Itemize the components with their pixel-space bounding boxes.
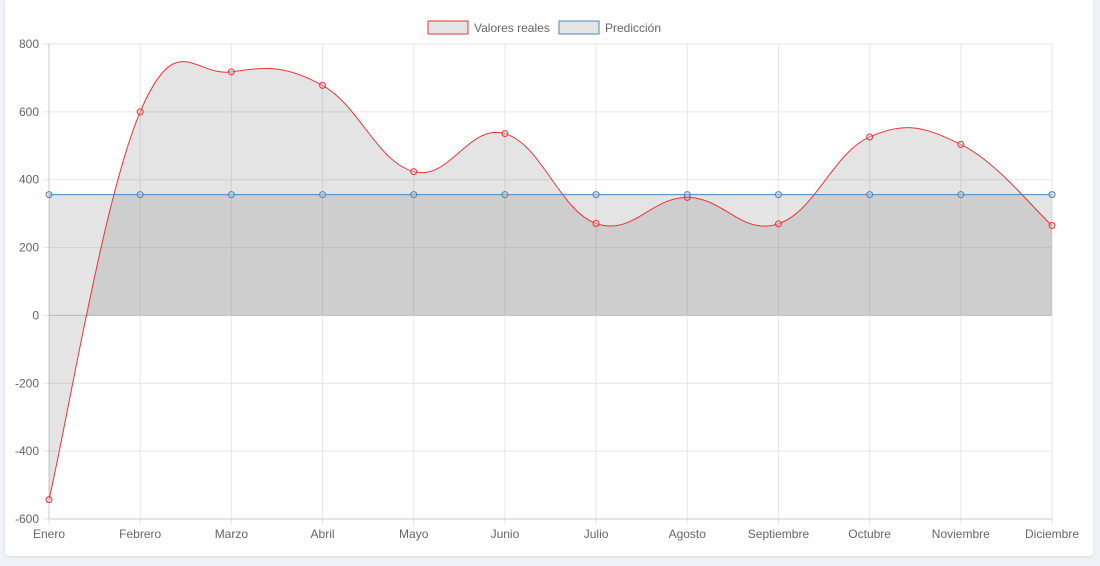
- y-axis: 800 600 400 200 0 -200 -400 -600: [15, 37, 39, 526]
- data-point[interactable]: [592, 219, 600, 227]
- legend-swatch-valores-reales[interactable]: [427, 20, 469, 35]
- data-point[interactable]: [774, 220, 782, 228]
- data-point[interactable]: [774, 191, 782, 199]
- data-point[interactable]: [501, 191, 509, 199]
- data-point[interactable]: [592, 191, 600, 199]
- series-area-1: [49, 194, 1052, 316]
- data-point[interactable]: [410, 191, 418, 199]
- y-tick-label: -600: [15, 512, 39, 526]
- data-point[interactable]: [1048, 191, 1056, 199]
- y-tick-label: 0: [32, 308, 39, 322]
- legend-label-prediccion[interactable]: Predicción: [605, 21, 661, 35]
- x-tick-label: Noviembre: [932, 527, 990, 541]
- series-areas: [49, 61, 1052, 500]
- data-point[interactable]: [501, 130, 509, 138]
- data-point[interactable]: [866, 133, 874, 141]
- x-tick-label: Diciembre: [1025, 527, 1079, 541]
- series-area-0: [49, 61, 1052, 500]
- x-tick-label: Junio: [491, 527, 520, 541]
- data-point[interactable]: [319, 191, 327, 199]
- data-point[interactable]: [319, 81, 327, 89]
- data-point[interactable]: [410, 168, 418, 176]
- x-tick-label: Mayo: [399, 527, 429, 541]
- data-point[interactable]: [136, 191, 144, 199]
- y-tick-label: -400: [15, 444, 39, 458]
- x-tick-label: Agosto: [669, 527, 707, 541]
- legend-swatch-prediccion[interactable]: [558, 20, 600, 35]
- y-tick-label: 400: [19, 173, 39, 187]
- data-point[interactable]: [45, 191, 53, 199]
- x-tick-label: Octubre: [848, 527, 891, 541]
- y-tick-label: -200: [15, 376, 39, 390]
- legend[interactable]: Valores reales Predicción: [427, 20, 661, 35]
- x-tick-label: Julio: [584, 527, 609, 541]
- data-point[interactable]: [136, 108, 144, 116]
- data-point[interactable]: [957, 191, 965, 199]
- x-tick-label: Enero: [33, 527, 65, 541]
- y-tick-label: 800: [19, 37, 39, 51]
- y-tick-label: 200: [19, 241, 39, 255]
- grid: [43, 43, 1053, 525]
- data-point[interactable]: [866, 191, 874, 199]
- data-point[interactable]: [683, 191, 691, 199]
- x-tick-label: Abril: [311, 527, 335, 541]
- x-tick-label: Marzo: [215, 527, 249, 541]
- x-tick-label: Febrero: [119, 527, 161, 541]
- data-point[interactable]: [957, 140, 965, 148]
- data-point[interactable]: [1048, 222, 1056, 230]
- legend-label-valores-reales[interactable]: Valores reales: [474, 21, 550, 35]
- data-point[interactable]: [227, 68, 235, 76]
- chart-card: [5, 0, 1093, 556]
- data-point[interactable]: [227, 191, 235, 199]
- data-point[interactable]: [45, 496, 53, 504]
- x-tick-label: Septiembre: [748, 527, 810, 541]
- series-points: [45, 68, 1056, 504]
- x-axis: Enero Febrero Marzo Abril Mayo Junio Julio Agos…: [33, 527, 1079, 541]
- y-tick-label: 600: [19, 105, 39, 119]
